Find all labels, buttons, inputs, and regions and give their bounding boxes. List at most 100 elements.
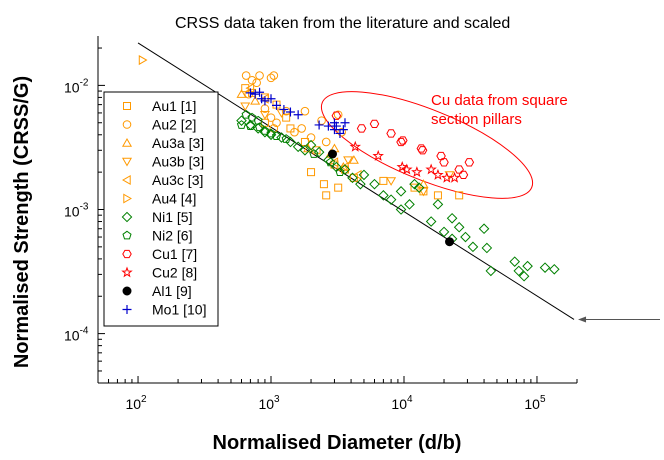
data-point	[453, 221, 465, 233]
data-point	[266, 94, 276, 104]
data-point	[329, 118, 339, 128]
x-axis-title: Normalised Diameter (d/b)	[213, 432, 462, 454]
x-tick-label: 105	[524, 394, 546, 412]
data-point	[349, 140, 362, 152]
legend-marker	[122, 120, 132, 129]
legend-label: Au4 [4]	[152, 191, 196, 207]
data-point	[285, 107, 295, 117]
cu-annotation: Cu data from square section pillars	[431, 92, 568, 128]
legend-label: Mo1 [10]	[152, 302, 206, 318]
legend-label: Au3b [3]	[152, 154, 204, 170]
data-point	[245, 119, 256, 131]
data-point	[340, 118, 350, 128]
x-tick-label: 104	[391, 394, 413, 412]
data-point	[306, 133, 316, 142]
data-point	[271, 131, 282, 141]
data-point	[398, 136, 408, 145]
data-point	[401, 163, 413, 175]
data-point	[485, 265, 497, 277]
legend-label: Au3c [3]	[152, 172, 203, 188]
data-point	[410, 183, 419, 192]
data-point	[299, 144, 311, 156]
data-point	[240, 102, 251, 112]
data-point	[241, 109, 251, 119]
legend-label: Au1 [1]	[152, 98, 196, 114]
legend-label: Au3a [3]	[152, 135, 204, 151]
data-point	[513, 265, 525, 277]
data-point	[539, 262, 551, 273]
data-point	[252, 78, 261, 88]
data-point	[438, 226, 450, 238]
data-point	[446, 212, 458, 224]
legend-marker	[121, 266, 133, 278]
legend-marker	[122, 286, 132, 296]
legend-label: Cu2 [8]	[152, 265, 197, 281]
data-point	[404, 199, 415, 210]
data-point	[356, 124, 367, 133]
data-point	[272, 100, 282, 110]
data-point	[266, 73, 276, 83]
data-point	[292, 141, 304, 153]
data-point	[250, 89, 260, 99]
data-point	[418, 187, 429, 197]
legend-marker	[121, 157, 133, 167]
data-point	[439, 158, 449, 167]
legend-label: Cu1 [7]	[152, 246, 197, 262]
data-point	[433, 191, 442, 200]
data-point	[445, 237, 455, 247]
data-point	[138, 55, 148, 66]
data-point	[339, 164, 351, 175]
data-point	[467, 241, 479, 253]
annotation-line-1: Cu data from square	[431, 92, 568, 109]
data-point	[236, 89, 247, 98]
data-point	[305, 139, 317, 151]
data-point	[335, 167, 345, 177]
data-point	[245, 88, 255, 98]
data-point	[290, 127, 299, 137]
data-point	[396, 160, 408, 172]
legend-marker	[123, 102, 131, 110]
data-point	[241, 71, 251, 80]
data-point	[522, 260, 533, 272]
data-point	[458, 170, 469, 180]
data-point	[307, 168, 316, 177]
data-point	[259, 111, 270, 120]
data-point	[460, 231, 471, 243]
data-point	[518, 270, 530, 282]
data-point	[464, 158, 475, 167]
legend-label: Al1 [9]	[152, 283, 192, 299]
data-point	[432, 199, 444, 210]
legend: Au1 [1] Au2 [2] Au3a [3] Au3b [3] Au3c [3] Au…	[103, 91, 219, 327]
data-point	[378, 190, 389, 201]
data-point	[432, 168, 444, 180]
data-point	[478, 223, 490, 235]
data-point	[337, 127, 346, 137]
data-point	[425, 163, 437, 175]
data-point	[272, 118, 281, 128]
data-point	[313, 146, 325, 158]
data-point	[319, 180, 328, 189]
data-point	[454, 165, 464, 174]
x-tick-label: 103	[258, 394, 280, 412]
data-point	[322, 191, 331, 200]
data-point	[269, 124, 279, 133]
data-point	[358, 169, 370, 181]
data-point	[417, 146, 428, 155]
legend-label: Ni2 [6]	[152, 228, 192, 244]
data-point	[297, 124, 306, 133]
data-point	[327, 149, 337, 159]
data-point	[333, 110, 343, 120]
data-point	[331, 111, 342, 120]
data-point	[236, 120, 247, 129]
data-point	[321, 137, 331, 147]
cu-ellipse	[320, 91, 534, 199]
data-point	[266, 113, 276, 122]
legend-box	[103, 91, 219, 327]
arrow-head	[578, 316, 587, 323]
data-point	[247, 75, 257, 85]
data-point	[245, 121, 255, 130]
data-point	[386, 129, 396, 138]
data-point	[436, 151, 446, 161]
data-point	[481, 242, 493, 254]
data-point	[386, 177, 397, 186]
